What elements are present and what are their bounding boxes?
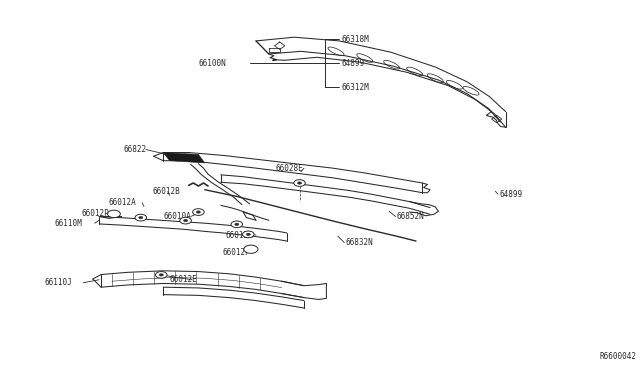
- Text: 66012A: 66012A: [225, 231, 253, 240]
- Circle shape: [231, 221, 243, 228]
- Text: 66012A: 66012A: [109, 198, 136, 207]
- Text: 66832N: 66832N: [346, 238, 373, 247]
- Text: 66028E: 66028E: [275, 164, 303, 173]
- Circle shape: [196, 211, 200, 213]
- Text: 64899: 64899: [341, 59, 364, 68]
- Text: 66852N: 66852N: [397, 212, 424, 221]
- Polygon shape: [163, 153, 205, 163]
- Circle shape: [294, 180, 305, 186]
- Circle shape: [243, 231, 254, 238]
- Text: 66100N: 66100N: [198, 59, 226, 68]
- Circle shape: [246, 233, 250, 235]
- Text: 66110J: 66110J: [45, 278, 72, 287]
- Text: 66110M: 66110M: [54, 219, 82, 228]
- Circle shape: [184, 219, 188, 222]
- Circle shape: [156, 272, 167, 278]
- Text: 66012P: 66012P: [82, 209, 109, 218]
- Text: 66012E: 66012E: [170, 275, 197, 284]
- Circle shape: [108, 210, 120, 218]
- Text: 66318M: 66318M: [341, 35, 369, 44]
- Text: 66012B: 66012B: [152, 187, 180, 196]
- Text: R6600042: R6600042: [600, 352, 637, 361]
- Circle shape: [159, 274, 163, 276]
- Circle shape: [139, 217, 143, 219]
- Circle shape: [193, 209, 204, 215]
- Circle shape: [235, 223, 239, 225]
- Text: 66010A: 66010A: [163, 212, 191, 221]
- Circle shape: [180, 217, 191, 224]
- Text: 66312M: 66312M: [341, 83, 369, 92]
- Text: 66012P: 66012P: [223, 248, 250, 257]
- Circle shape: [244, 245, 258, 253]
- Circle shape: [135, 214, 147, 221]
- Circle shape: [298, 182, 301, 184]
- Text: 64899: 64899: [499, 190, 522, 199]
- Text: 66822: 66822: [124, 145, 147, 154]
